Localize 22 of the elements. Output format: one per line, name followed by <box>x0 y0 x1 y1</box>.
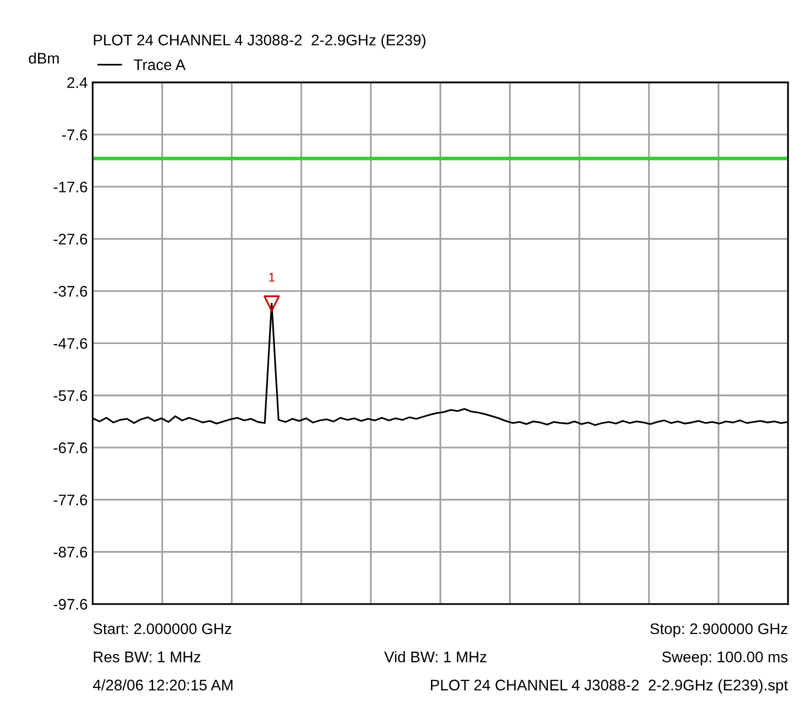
text: Start: 2.000000 GHz <box>93 623 232 634</box>
y-tick-label: -17.6 <box>54 182 88 192</box>
y-tick-label: -87.6 <box>54 546 88 558</box>
annotation: 1 <box>269 272 275 282</box>
y-tick-label: -47.6 <box>54 338 88 349</box>
y-tick-label: -77.6 <box>54 494 88 506</box>
text: Sweep: 100.00 ms <box>662 652 788 666</box>
y-axis-title: dBm <box>28 52 59 64</box>
chart-title: PLOT 24 CHANNEL 4 J3088-2 2-2.9GHz (E239) <box>94 34 426 48</box>
y-tick-label: -57.6 <box>54 390 88 402</box>
y-tick-label: 2.4 <box>67 77 88 88</box>
text: PLOT 24 CHANNEL 4 J3088-2 2-2.9GHz (E239).spt <box>430 679 788 694</box>
text: 4/28/06 12:20:15 AM <box>93 679 232 690</box>
y-tick-label: -7.6 <box>62 129 88 140</box>
y-tick-label: -27.6 <box>54 234 88 245</box>
text: Vid BW: 1 MHz <box>384 651 486 662</box>
legend-label: Trace A <box>134 60 186 70</box>
text: Res BW: 1 MHz <box>94 652 200 662</box>
y-tick-label: -37.6 <box>54 286 88 297</box>
y-tick-label: -67.6 <box>54 442 88 454</box>
y-tick-label: -97.6 <box>54 598 88 610</box>
text: Stop: 2.900000 GHz <box>650 623 788 638</box>
